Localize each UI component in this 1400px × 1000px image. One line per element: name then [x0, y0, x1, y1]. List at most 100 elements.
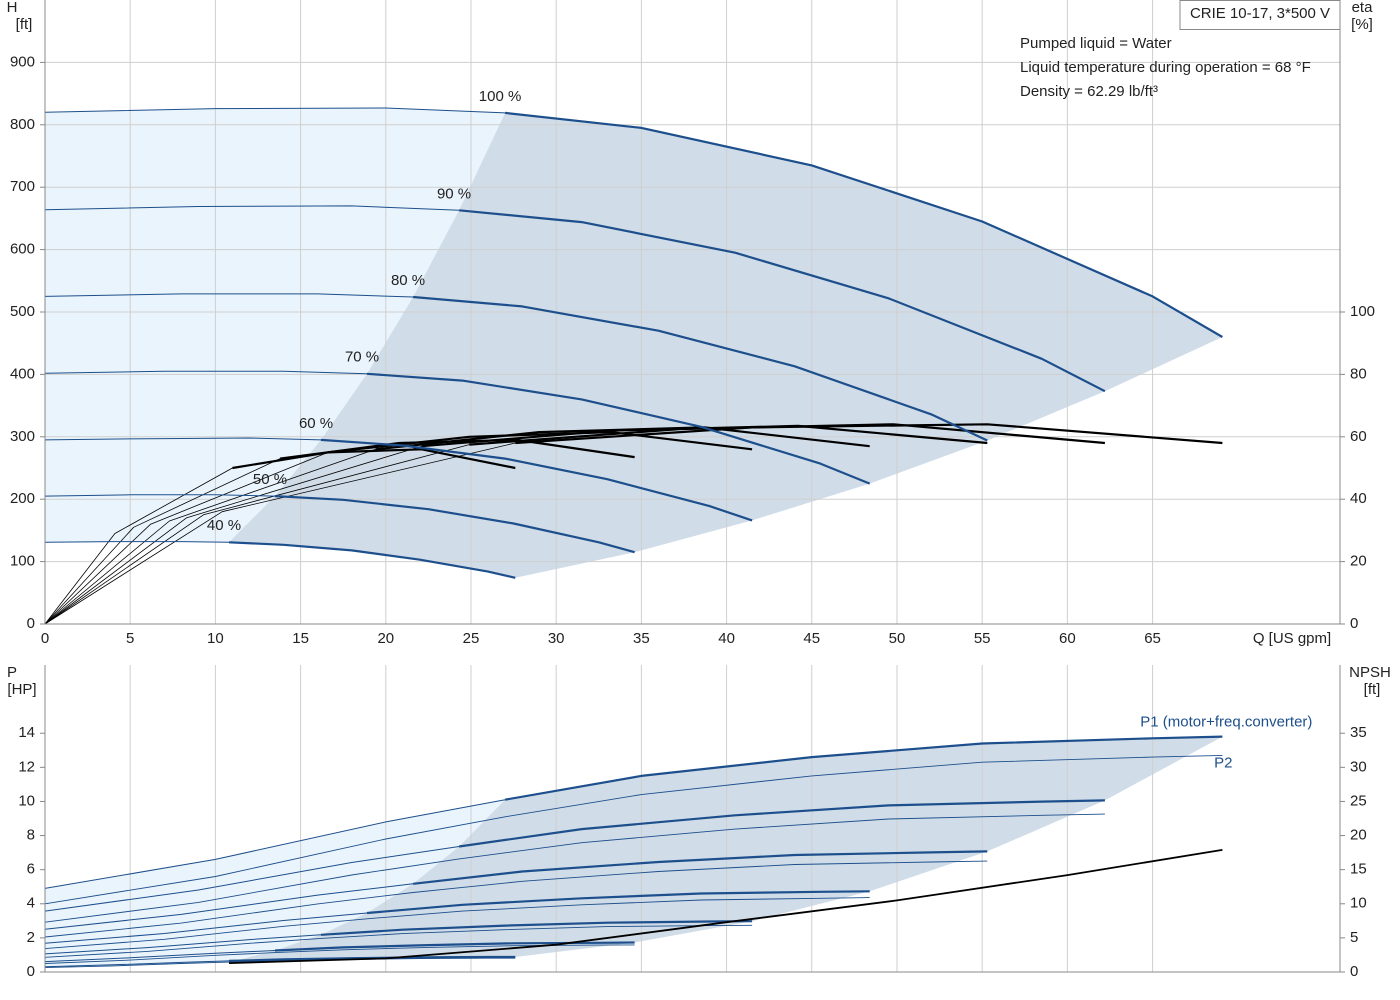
- eta-curve-thin: [44, 442, 516, 625]
- y-tick-label: 700: [10, 178, 35, 195]
- y-tick-label: 400: [10, 365, 35, 382]
- x-tick-label: 40: [718, 630, 735, 647]
- head-curve-thin: [44, 437, 322, 441]
- npsh-curve: [228, 849, 1223, 964]
- fill-layer: [45, 108, 1223, 968]
- p2-curve: [44, 924, 753, 958]
- x-tick-label: 35: [633, 630, 650, 647]
- eta-curve-thin: [44, 444, 470, 625]
- eta-curve-thin: [44, 458, 281, 625]
- x-tick-label: 5: [126, 630, 134, 647]
- x-axis-label: Q [US gpm]: [1253, 630, 1331, 647]
- speed-label: 80 %: [391, 272, 425, 289]
- p1-curve: [412, 850, 988, 885]
- p1-curve-thin: [44, 934, 322, 955]
- eta-curve-thin: [44, 452, 329, 625]
- speed-label: 70 %: [345, 349, 379, 366]
- x-tick-label: 50: [889, 630, 906, 647]
- head-curve-thin: [44, 107, 506, 114]
- p1-curve: [458, 799, 1105, 848]
- p1-curve-thin: [44, 846, 460, 912]
- head-curve-thin: [44, 293, 414, 298]
- y-tick-label: 0: [27, 615, 35, 632]
- annotation: Liquid temperature during operation = 68…: [1020, 59, 1311, 76]
- x-tick-label: 0: [41, 630, 49, 647]
- y2-tick-label: 35: [1350, 724, 1367, 741]
- p1-label: P1 (motor+freq.converter): [1140, 714, 1312, 731]
- operating-area: [229, 112, 1223, 578]
- y-tick-label: 800: [10, 116, 35, 133]
- annotation: Pumped liquid = Water: [1020, 35, 1172, 52]
- p2-label: P2: [1214, 754, 1232, 771]
- chart-title: CRIE 10-17, 3*500 V: [1190, 5, 1330, 22]
- p1-curve: [366, 890, 870, 915]
- head-curve-thin: [44, 205, 460, 211]
- x-tick-label: 65: [1144, 630, 1161, 647]
- y-tick-label: 900: [10, 53, 35, 70]
- p1-curve-thin: [44, 883, 414, 930]
- p1-curve: [320, 920, 753, 936]
- annotation: Density = 62.29 lb/ft³: [1020, 83, 1158, 100]
- y2-tick-label: 80: [1350, 365, 1367, 382]
- head-curve: [228, 541, 516, 579]
- y-tick-label: 12: [18, 758, 35, 775]
- y2-tick-label: 60: [1350, 428, 1367, 445]
- x-tick-label: 60: [1059, 630, 1076, 647]
- head-curve-thin: [44, 494, 276, 497]
- y2-tick-label: 100: [1350, 303, 1375, 320]
- y-tick-label: 300: [10, 428, 35, 445]
- y2-tick-label: 0: [1350, 615, 1358, 632]
- y2-tick-label: 20: [1350, 553, 1367, 570]
- y2-tick-label: 5: [1350, 929, 1358, 946]
- y-axis-label: P: [7, 664, 17, 681]
- eta-curve-thin: [44, 467, 233, 625]
- p2-curve: [44, 813, 1105, 923]
- y2-tick-label: 25: [1350, 792, 1367, 809]
- p1-curve-thin: [44, 960, 230, 968]
- p2-curve: [44, 944, 635, 964]
- head-curve: [366, 372, 871, 485]
- y-tick-label: 4: [27, 895, 35, 912]
- speed-label: 50 %: [253, 471, 287, 488]
- p1-curve: [504, 735, 1223, 801]
- line-layer: [44, 107, 1223, 969]
- p1-curve-thin: [44, 799, 506, 889]
- y-tick-label: 200: [10, 490, 35, 507]
- p2-curve: [44, 897, 870, 950]
- x-tick-label: 30: [548, 630, 565, 647]
- p1-curve: [274, 941, 635, 952]
- y2-tick-label: 40: [1350, 490, 1367, 507]
- y-tick-label: 6: [27, 861, 35, 878]
- y2-tick-label: 10: [1350, 895, 1367, 912]
- x-tick-label: 55: [974, 630, 991, 647]
- eta-curve-thin: [44, 445, 422, 625]
- title-box: [1179, 0, 1341, 30]
- low-flow-area: [45, 108, 506, 543]
- x-tick-label: 45: [803, 630, 820, 647]
- y-tick-label: 100: [10, 553, 35, 570]
- y2-axis-label: eta: [1352, 0, 1374, 16]
- x-tick-label: 20: [377, 630, 394, 647]
- y-axis-unit: [ft]: [16, 16, 33, 33]
- y-tick-label: 2: [27, 929, 35, 946]
- head-curve: [320, 438, 753, 522]
- p2-curve: [44, 754, 1223, 905]
- y2-tick-label: 30: [1350, 758, 1367, 775]
- y2-axis-label: NPSH: [1349, 664, 1391, 681]
- y-tick-label: 14: [18, 724, 35, 741]
- head-curve: [413, 295, 988, 442]
- head-curve: [458, 209, 1106, 393]
- speed-label: 90 %: [437, 185, 471, 202]
- y2-tick-label: 15: [1350, 861, 1367, 878]
- head-curve-thin: [44, 541, 230, 543]
- p2-curve: [44, 860, 988, 938]
- speed-label: 60 %: [299, 415, 333, 432]
- y2-tick-label: 0: [1350, 963, 1358, 980]
- y2-axis-unit: [ft]: [1364, 681, 1381, 698]
- eta-curve-thin: [44, 448, 376, 625]
- y-axis-unit: [HP]: [7, 681, 36, 698]
- y-tick-label: 8: [27, 827, 35, 844]
- x-tick-label: 10: [207, 630, 224, 647]
- eta-curve: [232, 448, 516, 470]
